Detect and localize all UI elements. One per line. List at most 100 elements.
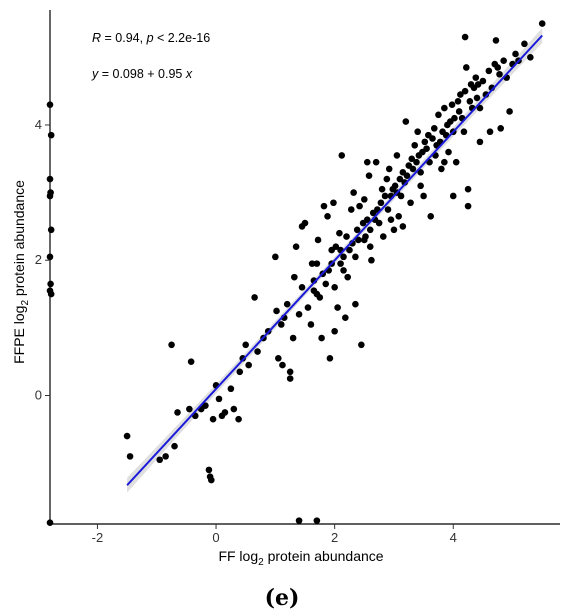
data-point <box>363 158 371 166</box>
data-point <box>365 172 373 179</box>
data-point <box>275 355 282 362</box>
data-point <box>273 307 280 315</box>
x-tick-label: 4 <box>450 530 457 545</box>
data-point <box>421 138 429 146</box>
data-point <box>538 20 546 27</box>
data-point <box>363 216 371 223</box>
data-point <box>387 216 395 223</box>
regression-line <box>126 34 543 486</box>
data-point <box>254 348 261 355</box>
data-point <box>391 182 399 190</box>
data-point <box>47 290 55 298</box>
data-point <box>205 466 213 474</box>
data-point <box>413 158 420 166</box>
data-point <box>350 189 357 196</box>
data-point <box>417 169 424 176</box>
data-point <box>409 165 417 173</box>
data-point <box>352 253 359 261</box>
data-point <box>399 223 407 230</box>
data-point <box>347 206 355 213</box>
data-point <box>454 98 462 105</box>
data-point <box>355 236 362 244</box>
data-point <box>464 202 472 210</box>
data-point <box>331 327 338 335</box>
y-tick-label: 4 <box>35 117 42 132</box>
data-point <box>492 37 500 44</box>
data-point <box>47 131 55 139</box>
data-point <box>375 219 383 227</box>
data-point <box>390 226 398 234</box>
data-point <box>318 334 325 342</box>
data-point <box>215 395 223 403</box>
data-point <box>331 283 338 291</box>
data-point <box>291 273 298 281</box>
data-point <box>322 280 330 288</box>
data-point <box>476 138 484 146</box>
data-point <box>441 158 448 166</box>
data-point <box>279 361 286 369</box>
data-point <box>162 453 169 460</box>
data-point <box>472 74 480 81</box>
y-tick-label: 0 <box>35 388 42 403</box>
data-point <box>451 114 458 122</box>
data-point <box>304 304 312 311</box>
data-point <box>506 108 513 115</box>
data-point <box>408 155 416 163</box>
data-point <box>414 128 421 136</box>
data-point <box>230 405 238 413</box>
data-point <box>313 260 321 267</box>
data-point <box>427 212 435 220</box>
data-points <box>46 20 546 526</box>
x-tick-label: 0 <box>212 530 219 545</box>
data-point <box>527 54 534 61</box>
data-point <box>313 517 321 524</box>
data-point <box>298 283 306 291</box>
x-tick-label: 2 <box>331 530 338 545</box>
data-point <box>448 101 456 108</box>
data-point <box>307 321 315 328</box>
data-point <box>289 334 297 342</box>
data-point <box>356 202 363 210</box>
data-point <box>337 260 344 267</box>
data-point <box>123 432 131 440</box>
data-point <box>326 355 334 362</box>
data-point <box>338 152 346 159</box>
panel-caption: (e) <box>265 585 300 611</box>
data-point <box>500 57 507 65</box>
data-point <box>242 341 249 349</box>
data-point <box>227 385 235 393</box>
data-point <box>366 226 374 234</box>
data-point <box>430 125 438 132</box>
data-point <box>461 33 469 41</box>
x-axis-title: FF log2 protein abundance <box>218 548 383 568</box>
data-point <box>402 118 410 125</box>
data-point <box>496 70 503 78</box>
data-point <box>368 256 375 264</box>
y-axis-title: FFPE log2 protein abundance <box>11 180 31 364</box>
data-point <box>320 202 328 210</box>
data-point <box>460 128 468 136</box>
data-point <box>383 175 391 183</box>
data-point <box>126 453 134 460</box>
data-point <box>411 141 419 149</box>
data-point <box>251 294 258 301</box>
data-point <box>420 192 427 200</box>
data-point <box>445 148 452 156</box>
data-point <box>512 50 519 58</box>
regression-equation: y = 0.098 + 0.95 x <box>91 67 193 81</box>
data-point <box>168 341 175 349</box>
data-point <box>295 311 303 318</box>
data-point <box>236 368 244 376</box>
data-point <box>239 355 247 362</box>
data-point <box>330 199 337 207</box>
axes: -2 0 2 4 0 2 4 <box>35 10 560 545</box>
data-point <box>476 104 484 112</box>
data-point <box>417 182 424 190</box>
data-point <box>298 223 306 230</box>
data-point <box>346 246 353 254</box>
data-point <box>521 40 528 48</box>
data-point <box>353 226 361 234</box>
data-point <box>464 185 472 193</box>
data-point <box>334 304 341 311</box>
